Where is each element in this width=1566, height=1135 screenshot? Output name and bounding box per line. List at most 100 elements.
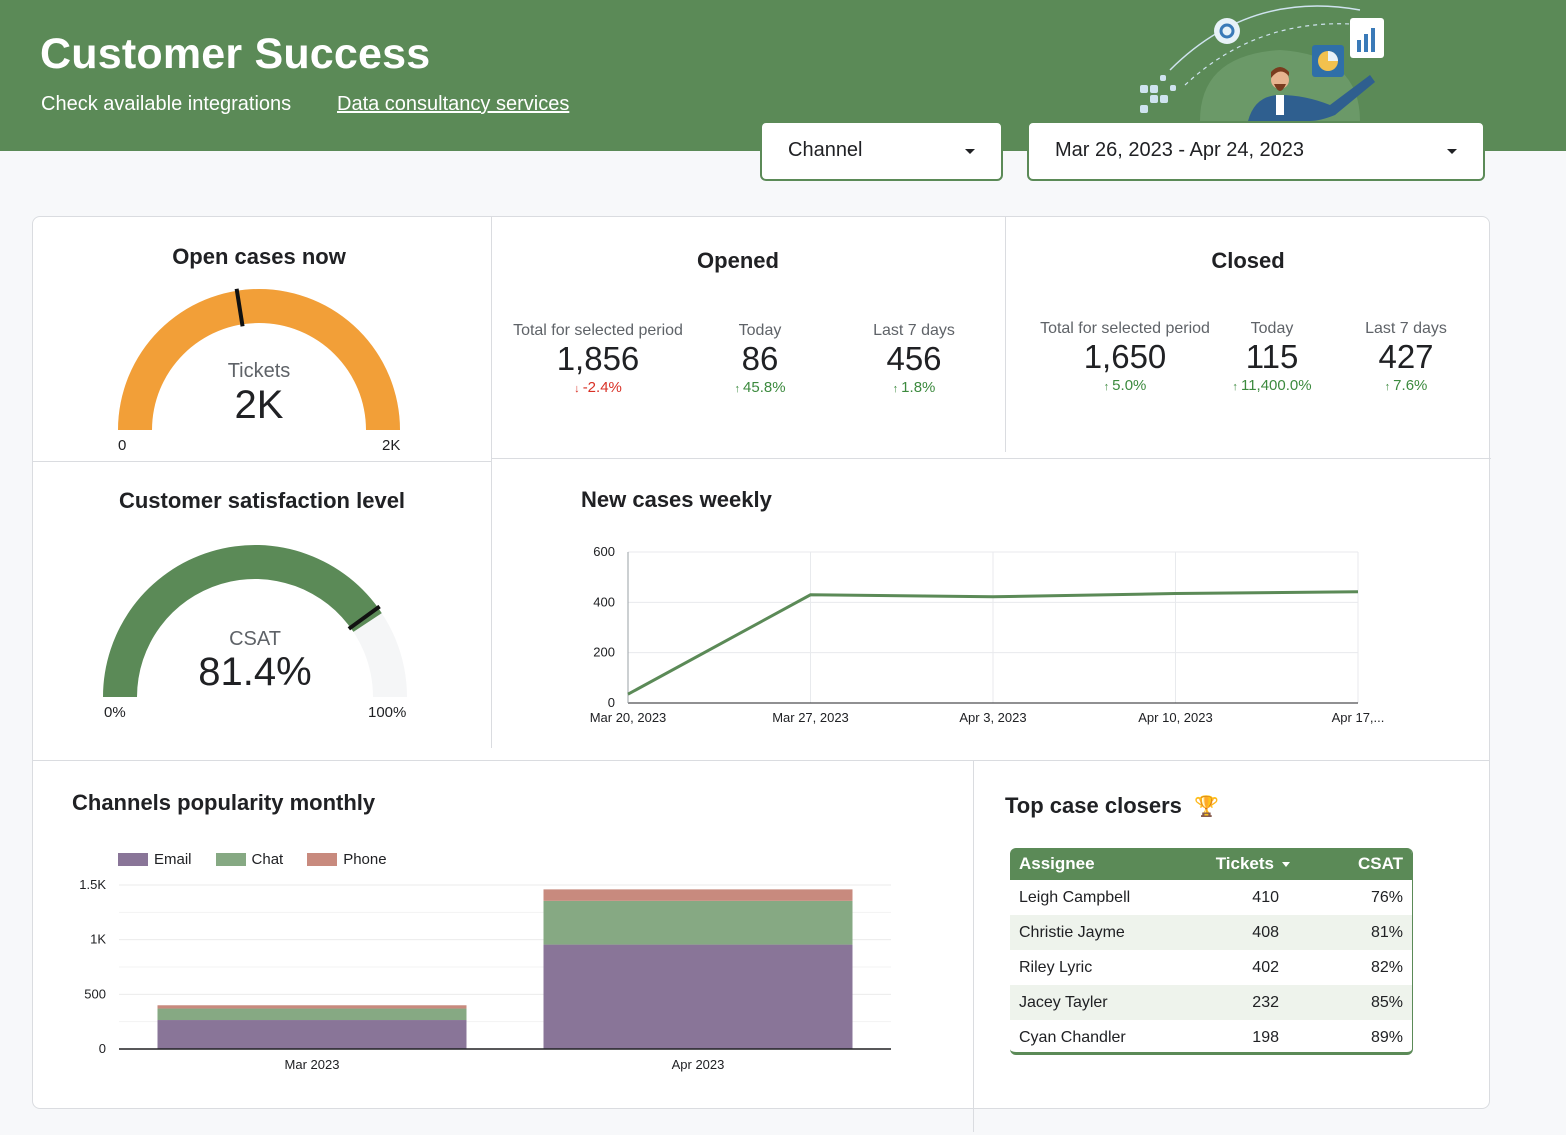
gauge-target-marker [234, 288, 245, 327]
gauge-label: Tickets [227, 360, 291, 382]
opened-metric-label: Today [738, 322, 782, 339]
table-row[interactable]: Christie Jayme 408 81% [1010, 915, 1412, 950]
trophy-icon: 🏆 [1194, 796, 1219, 818]
channel-dropdown[interactable]: Channel [760, 121, 1003, 181]
table-row[interactable]: Riley Lyric 402 82% [1010, 950, 1412, 985]
integrations-link[interactable]: Check available integrations [41, 93, 292, 115]
opened-metric-value: 1,856 [556, 340, 640, 377]
gauge-target-marker [347, 604, 381, 631]
pixel-dots-icon [1140, 75, 1176, 113]
open-cases-title: Open cases now [172, 244, 346, 269]
divider [32, 760, 1490, 761]
opened-metric-value: 86 [741, 340, 779, 377]
y-tick-label: 400 [593, 594, 615, 609]
csat-cell: 81% [1370, 923, 1403, 941]
arrow-down-icon: ↓ [574, 383, 583, 395]
analytics-illustration [1140, 5, 1384, 121]
chart-legend: Email Chat Phone [118, 851, 387, 868]
y-tick-label: 1.5K [79, 877, 106, 892]
delta-value: 7.6% [1393, 377, 1428, 394]
x-tick-label: Apr 17,... [1332, 710, 1385, 725]
date-range-label: Mar 26, 2023 - Apr 24, 2023 [1055, 139, 1305, 161]
csat-cell: 89% [1370, 1028, 1403, 1046]
closed-metric-label: Last 7 days [1365, 320, 1447, 337]
presenter-person-icon [1248, 67, 1375, 121]
closed-metric-value: 427 [1378, 338, 1434, 375]
delta-value: 1.8% [901, 379, 936, 396]
gauge-min-label: 0 [118, 437, 127, 454]
column-header-assignee[interactable]: Assignee [1019, 854, 1095, 873]
table-row[interactable]: Jacey Tayler 232 85% [1010, 985, 1412, 1020]
opened-metric-delta: ↑ 45.8% [734, 379, 785, 396]
gauge-fill [118, 289, 400, 430]
y-tick-label: 1K [90, 932, 106, 947]
bar-segment-chat [543, 900, 853, 945]
closed-metric-delta: ↑ 11,400.0% [1232, 377, 1311, 394]
y-tick-label: 200 [593, 645, 615, 660]
page-title: Customer Success [40, 30, 431, 78]
delta-value: -2.4% [582, 379, 622, 396]
column-header-csat[interactable]: CSAT [1357, 854, 1403, 873]
orbit-arc-outer [1169, 5, 1361, 71]
closed-metric-delta: ↑ 5.0% [1104, 377, 1147, 394]
arrow-up-icon: ↑ [734, 383, 744, 395]
bar-chart-title: Channels popularity monthly [72, 790, 376, 815]
legend-item-email[interactable]: Email [118, 851, 192, 868]
closed-metric-label: Today [1250, 320, 1294, 337]
divider [32, 461, 491, 462]
legend-item-phone[interactable]: Phone [307, 851, 387, 868]
table-row[interactable]: Cyan Chandler 198 89% [1010, 1020, 1412, 1052]
legend-item-chat[interactable]: Chat [215, 851, 283, 868]
table-row[interactable]: Leigh Campbell 410 76% [1010, 880, 1412, 915]
opened-metric-label: Last 7 days [873, 322, 955, 339]
closed-metric-value: 115 [1245, 338, 1299, 375]
csat-cell: 76% [1370, 888, 1403, 906]
assignee-cell: Jacey Tayler [1019, 993, 1108, 1011]
delta-value: 11,400.0% [1240, 377, 1312, 394]
divider [491, 458, 1491, 459]
opened-title: Opened [697, 248, 779, 273]
opened-metric-delta: ↑ 1.8% [893, 379, 936, 396]
arrow-up-icon: ↑ [1384, 381, 1394, 393]
y-tick-label: 500 [84, 986, 106, 1001]
x-tick-label: Mar 2023 [285, 1057, 340, 1072]
gauge-max-label: 100% [368, 704, 407, 721]
csat-cell: 82% [1370, 958, 1403, 976]
new-cases-line-chart: 0 200 400 600 Mar 20, 2023 Mar 27, 2023 Apr 3,… [590, 544, 1385, 725]
closed-metric-label: Total for selected period [1040, 320, 1210, 337]
bar-segment-chat [157, 1008, 467, 1021]
closers-table: Assignee Tickets CSAT Leigh Campbell 410 7… [1010, 848, 1413, 1055]
date-range-picker[interactable]: Mar 26, 2023 - Apr 24, 2023 [1027, 121, 1485, 181]
tickets-cell: 410 [1252, 888, 1279, 906]
chevron-down-icon [1447, 149, 1457, 154]
opened-metric-value: 456 [886, 340, 942, 377]
column-header-tickets[interactable]: Tickets [1216, 854, 1290, 874]
closed-metric-value: 1,650 [1083, 338, 1167, 375]
assignee-cell: Riley Lyric [1019, 958, 1093, 976]
x-tick-label: Mar 20, 2023 [590, 710, 667, 725]
cloud-logo-icon [1214, 18, 1240, 44]
tickets-cell: 198 [1252, 1028, 1279, 1046]
opened-metric-label: Total for selected period [513, 322, 683, 339]
bar-segment-phone [543, 889, 853, 901]
sort-descending-icon[interactable] [1282, 862, 1290, 868]
x-tick-label: Apr 3, 2023 [959, 710, 1026, 725]
chevron-down-icon [965, 149, 975, 154]
gauge-min-label: 0% [104, 704, 126, 721]
tickets-cell: 232 [1252, 993, 1279, 1011]
divider [973, 760, 974, 1132]
closed-title: Closed [1211, 248, 1285, 273]
y-tick-label: 0 [99, 1041, 106, 1056]
consultancy-link[interactable]: Data consultancy services [337, 93, 570, 115]
y-tick-label: 600 [593, 544, 615, 559]
arrow-up-icon: ↑ [892, 383, 902, 395]
closers-title: Top case closers 🏆 [1005, 793, 1219, 818]
divider [491, 216, 492, 748]
bar-segment-email [543, 944, 853, 1049]
gauge-max-label: 2K [382, 437, 401, 454]
opened-metric-delta: ↓ -2.4% [574, 379, 622, 396]
csat-gauge [103, 545, 407, 697]
line-chart-title: New cases weekly [581, 487, 772, 512]
y-tick-label: 0 [608, 695, 615, 710]
gauge-label: CSAT [229, 628, 281, 650]
